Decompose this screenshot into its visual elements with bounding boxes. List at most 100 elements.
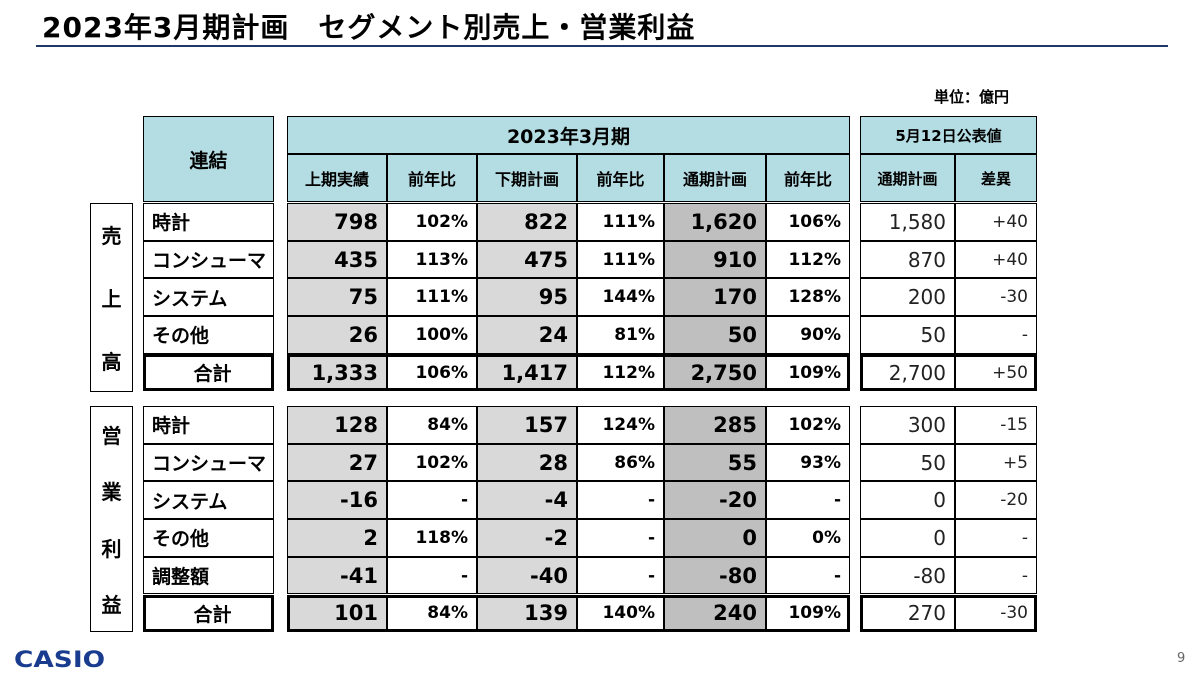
cell-text: 86%	[614, 452, 655, 473]
ratio-cell: 124%	[577, 406, 664, 444]
cell-text: その他	[152, 528, 210, 551]
announced-cell: 200	[860, 278, 955, 317]
value-cell: 475	[477, 240, 577, 279]
ratio-cell: 109%	[766, 353, 850, 392]
value-cell: -4	[477, 481, 577, 520]
announced-cell: 0	[860, 519, 955, 557]
cell-text: -80	[719, 563, 757, 588]
section-side-label: 営	[101, 423, 122, 448]
cell-text: 連結	[189, 149, 228, 172]
ratio-cell: 0%	[766, 519, 850, 557]
cell-text: 910	[713, 247, 757, 272]
section-side-label: 高	[101, 349, 122, 374]
cell-text: 5月12日公表値	[895, 126, 1002, 145]
cell-text: 435	[334, 247, 378, 272]
value-cell: -40	[477, 556, 577, 595]
announced-cell: -20	[955, 481, 1037, 520]
cell-text: 75	[348, 285, 378, 310]
cell-text: -	[647, 527, 655, 548]
announced-cell: 0	[860, 481, 955, 520]
cell-text: 前年比	[596, 170, 645, 189]
cell-text: -2	[544, 525, 568, 550]
cell-text: 50	[920, 450, 946, 475]
row-label: その他	[143, 519, 274, 557]
cell-text: 200	[907, 285, 946, 310]
cell-text: 124%	[602, 414, 655, 435]
column-header: 前年比	[766, 154, 850, 202]
value-cell: 1,333	[287, 353, 387, 392]
cell-text: -	[1021, 527, 1028, 548]
cell-text: 81%	[614, 324, 655, 345]
ratio-cell: 84%	[387, 406, 477, 444]
announced-cell: 870	[860, 240, 955, 279]
ratio-cell: 102%	[387, 443, 477, 482]
ratio-cell: -	[387, 481, 477, 520]
cell-text: 93%	[800, 452, 841, 473]
cell-text: 285	[713, 412, 757, 437]
value-cell: 24	[477, 316, 577, 354]
ratio-cell: 118%	[387, 519, 477, 557]
value-cell: 28	[477, 443, 577, 482]
cell-text: -	[647, 490, 655, 511]
cell-text: 0	[933, 525, 946, 550]
cell-text: 2,750	[690, 360, 757, 385]
announced-cell: +40	[955, 240, 1037, 279]
cell-text: 1,417	[501, 360, 568, 385]
announced-cell: 2,700	[860, 353, 955, 392]
ratio-cell: 106%	[387, 353, 477, 392]
value-cell: -16	[287, 481, 387, 520]
cell-text: +50	[992, 362, 1028, 383]
announced-cell: 50	[860, 316, 955, 354]
cell-text: 2	[363, 525, 378, 550]
cell-text: 300	[907, 412, 946, 437]
announced-cell: +50	[955, 353, 1037, 392]
value-cell: -41	[287, 556, 387, 595]
header-consolidated: 連結	[143, 116, 274, 202]
row-label: システム	[143, 481, 274, 520]
cell-text: -20	[1000, 490, 1028, 511]
row-label: 時計	[143, 203, 274, 241]
value-cell: 285	[664, 406, 766, 444]
cell-text: -40	[530, 563, 568, 588]
cell-text: 0	[933, 488, 946, 513]
ratio-cell: -	[766, 556, 850, 595]
cell-text: 上期実績	[304, 170, 369, 189]
value-cell: 157	[477, 406, 577, 444]
page-title: 2023年3月期計画 セグメント別売上・営業利益	[42, 11, 696, 44]
cell-text: 106%	[415, 362, 468, 383]
cell-text: システム	[152, 287, 228, 310]
cell-text: 通期計画	[682, 170, 747, 189]
ratio-cell: 90%	[766, 316, 850, 354]
ratio-cell: 113%	[387, 240, 477, 279]
column-header: 差異	[955, 154, 1037, 202]
cell-text: 時計	[152, 212, 191, 235]
value-cell: 26	[287, 316, 387, 354]
cell-text: 2023年3月期	[506, 125, 631, 148]
casio-logo: CASIO	[14, 648, 106, 673]
ratio-cell: 100%	[387, 316, 477, 354]
cell-text: 50	[920, 322, 946, 347]
announced-cell: 1,580	[860, 203, 955, 241]
ratio-cell: 102%	[387, 203, 477, 241]
ratio-cell: 102%	[766, 406, 850, 444]
title-underline	[36, 45, 1168, 47]
cell-text: 95	[538, 285, 568, 310]
value-cell: 128	[287, 406, 387, 444]
ratio-cell: 111%	[577, 240, 664, 279]
ratio-cell: 112%	[577, 353, 664, 392]
ratio-cell: 109%	[766, 594, 850, 633]
announced-cell: -	[955, 316, 1037, 354]
value-cell: -20	[664, 481, 766, 520]
section-side-label: 利	[101, 536, 122, 561]
cell-text: 111%	[602, 249, 655, 270]
cell-text: 139	[524, 601, 568, 626]
announced-cell: -30	[955, 278, 1037, 317]
cell-text: 1,333	[311, 360, 378, 385]
value-cell: 2,750	[664, 353, 766, 392]
cell-text: 157	[524, 412, 568, 437]
row-label: コンシューマ	[143, 443, 274, 482]
cell-text: 111%	[415, 287, 468, 308]
cell-text: 144%	[602, 287, 655, 308]
row-label: 時計	[143, 406, 274, 444]
ratio-cell: 81%	[577, 316, 664, 354]
